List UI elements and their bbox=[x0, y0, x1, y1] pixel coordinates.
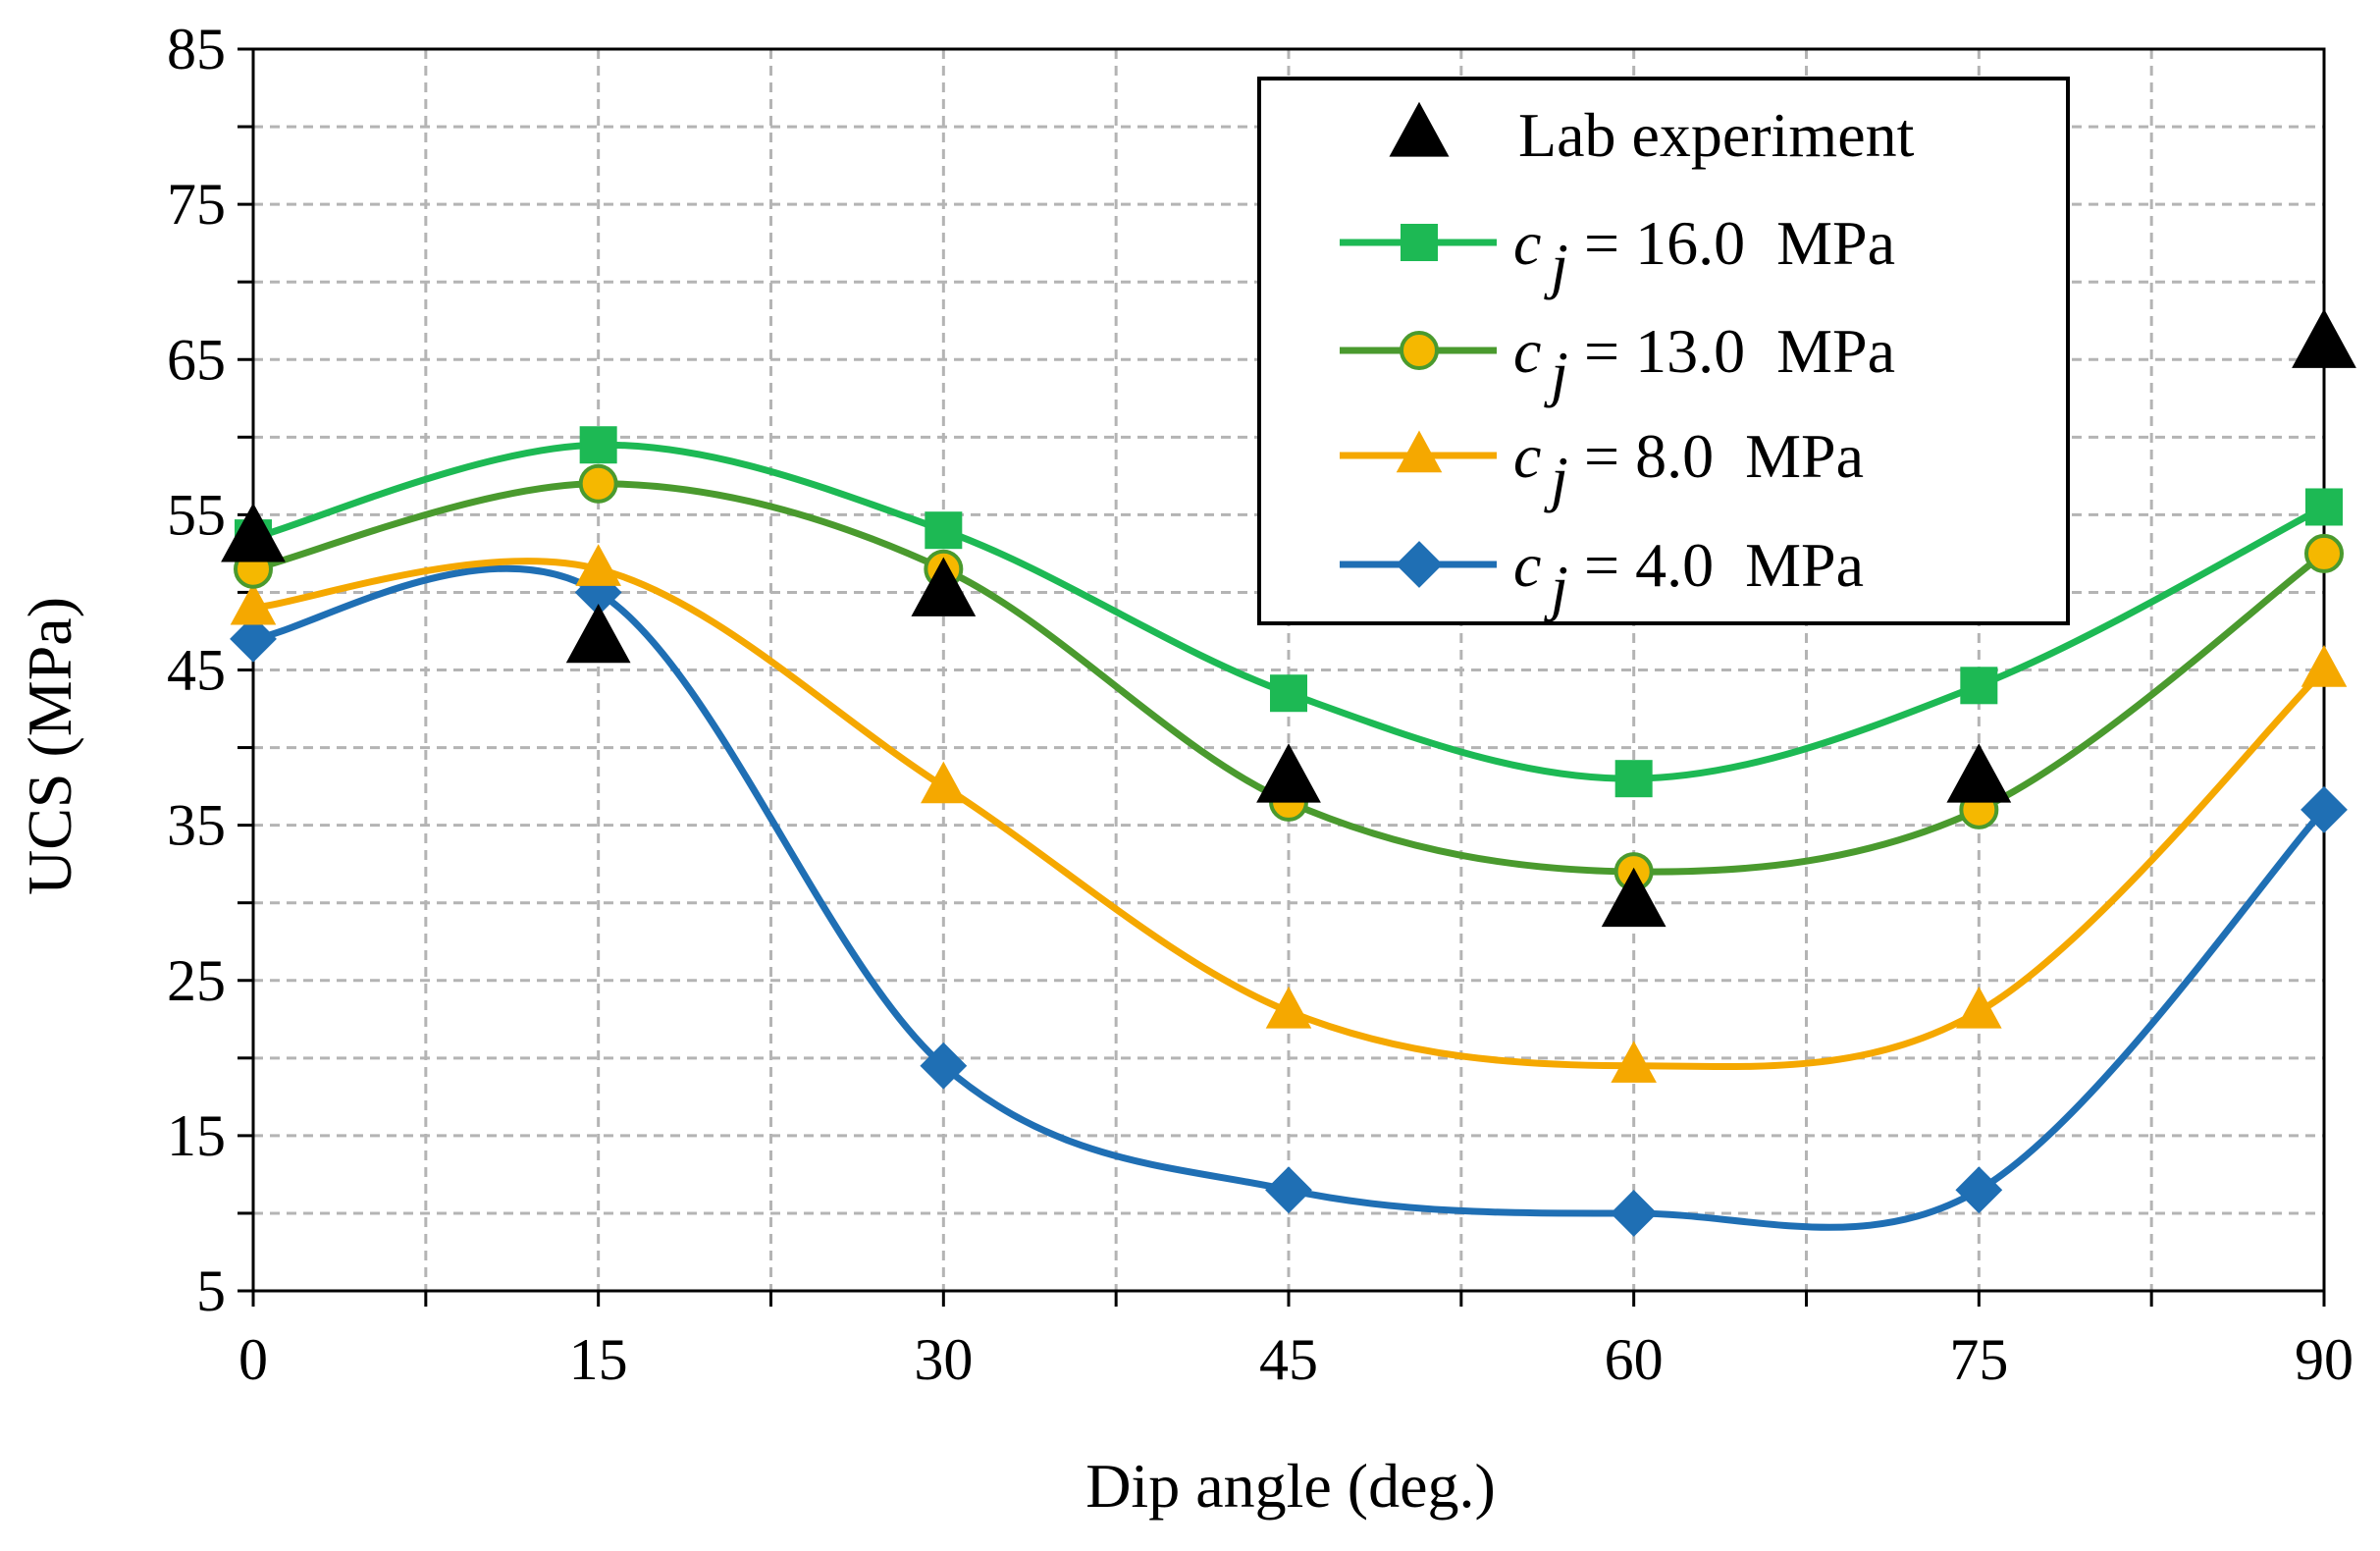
data-point bbox=[1265, 1166, 1312, 1214]
legend-item-4: c j = 4.0 MPa bbox=[1340, 530, 1864, 622]
y-tick-label: 5 bbox=[196, 1258, 226, 1323]
legend-var: c bbox=[1513, 421, 1541, 491]
legend-var: c bbox=[1513, 208, 1541, 278]
data-point bbox=[1614, 760, 1653, 798]
x-axis-title: Dip angle (deg.) bbox=[1085, 1451, 1496, 1521]
legend-marker bbox=[1401, 224, 1438, 261]
data-point bbox=[230, 582, 277, 625]
series-1 bbox=[235, 426, 2343, 798]
y-tick-label: 35 bbox=[167, 793, 226, 858]
data-point bbox=[575, 544, 621, 586]
legend-label: Lab experiment bbox=[1518, 100, 1915, 170]
data-point bbox=[920, 1042, 968, 1090]
data-point bbox=[1611, 1041, 1657, 1083]
x-tick-label: 0 bbox=[238, 1327, 268, 1392]
y-tick-label: 65 bbox=[167, 327, 226, 392]
data-point bbox=[1270, 674, 1307, 713]
data-point bbox=[1956, 986, 2002, 1029]
data-point bbox=[1256, 743, 1321, 803]
data-point bbox=[2304, 533, 2344, 573]
data-point bbox=[578, 463, 618, 504]
y-tick-label: 55 bbox=[167, 482, 226, 547]
legend-item-2: c j = 13.0 MPa bbox=[1340, 316, 1895, 408]
x-tick-label: 90 bbox=[2295, 1327, 2354, 1392]
legend-marker bbox=[1396, 541, 1443, 588]
legend-marker bbox=[1396, 430, 1443, 473]
y-tick-label: 45 bbox=[167, 638, 226, 703]
y-tick-label: 75 bbox=[167, 172, 226, 237]
legend-var: c bbox=[1513, 530, 1541, 600]
legend-marker bbox=[1389, 101, 1450, 157]
data-point bbox=[1955, 1166, 2003, 1214]
x-tick-label: 30 bbox=[914, 1327, 973, 1392]
data-point bbox=[2292, 308, 2356, 368]
x-tick-label: 15 bbox=[569, 1327, 628, 1392]
data-point bbox=[1946, 743, 2012, 803]
x-tick-label: 60 bbox=[1605, 1327, 1664, 1392]
data-point bbox=[1265, 986, 1312, 1029]
data-point bbox=[2305, 488, 2343, 526]
data-point bbox=[2301, 785, 2348, 833]
series-layer bbox=[221, 308, 2356, 1237]
legend-item-0: Lab experiment bbox=[1389, 100, 1915, 170]
y-tick-label: 15 bbox=[167, 1103, 226, 1168]
data-point bbox=[579, 426, 617, 464]
data-point bbox=[1610, 1190, 1658, 1237]
legend-marker bbox=[1400, 331, 1439, 370]
series-0 bbox=[221, 308, 2356, 928]
y-tick-label: 85 bbox=[167, 17, 226, 81]
legend-label: = 16.0 MPa bbox=[1584, 208, 1895, 278]
y-axis-title: UCS (MPa) bbox=[15, 597, 84, 895]
data-point bbox=[230, 615, 277, 663]
legend-label: = 4.0 MPa bbox=[1584, 530, 1864, 600]
data-point bbox=[1601, 867, 1666, 928]
legend-label: = 8.0 MPa bbox=[1584, 421, 1864, 491]
legend-var: c bbox=[1513, 316, 1541, 386]
data-point bbox=[565, 603, 631, 664]
data-point bbox=[921, 761, 967, 804]
legend-label: = 13.0 MPa bbox=[1584, 316, 1895, 386]
data-point bbox=[911, 557, 977, 616]
y-tick-label: 25 bbox=[167, 948, 226, 1013]
data-point bbox=[221, 503, 286, 562]
x-tick-label: 75 bbox=[1949, 1327, 2008, 1392]
data-point bbox=[925, 511, 963, 550]
x-tick-label: 45 bbox=[1259, 1327, 1318, 1392]
series-3 bbox=[230, 544, 2348, 1083]
data-point bbox=[2301, 645, 2348, 687]
data-point bbox=[1960, 667, 1998, 705]
